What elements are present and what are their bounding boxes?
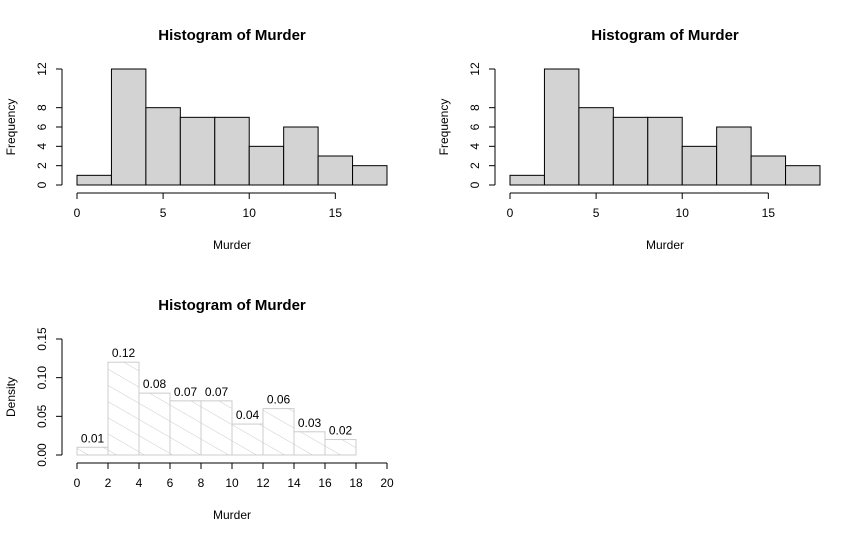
- x-tick-label: 0: [74, 206, 81, 220]
- histogram-bar: [107, 361, 140, 456]
- histogram-bar: [750, 155, 787, 186]
- x-tick-label: 10: [676, 206, 690, 220]
- y-tick-label: 12: [468, 62, 482, 76]
- x-tick-label: 0: [507, 206, 514, 220]
- bar-data-label: 0.01: [81, 431, 105, 445]
- x-tick-label: 10: [225, 476, 239, 490]
- y-tick-label: 0: [468, 181, 482, 188]
- histogram-2: 0 5 10 15 0 2 4 6 8 12 Histogram of Murder Murder Fr…: [437, 27, 821, 252]
- y-tick-label: 2: [468, 162, 482, 169]
- histogram-bar: [647, 116, 683, 186]
- x-tick-label: 16: [318, 476, 332, 490]
- x-axis-label: Murder: [646, 238, 684, 252]
- x-tick-label: 15: [762, 206, 776, 220]
- histogram-bar: [509, 174, 545, 186]
- histogram-bar: [324, 439, 357, 456]
- y-tick-label: 4: [35, 143, 49, 150]
- bar-data-label: 0.06: [267, 393, 291, 407]
- histogram-bar: [543, 68, 580, 186]
- x-axis-label: Murder: [213, 508, 251, 522]
- y-tick-label: 0: [35, 181, 49, 188]
- chart-title: Histogram of Murder: [158, 297, 306, 314]
- x-tick-label: 2: [105, 476, 112, 490]
- histogram-bar: [716, 126, 752, 186]
- histogram-bar: [145, 107, 181, 186]
- histogram-bar: [262, 408, 295, 456]
- histogram-bar: [612, 116, 649, 186]
- histogram-bar: [179, 116, 216, 186]
- y-axis-label: Frequency: [437, 99, 451, 156]
- bar-data-label: 0.12: [112, 346, 136, 360]
- histogram-3: 0.01 0.12 0.08 0.07 0.07 0.04 0.06 0.03 0.02 0 2 4 6…: [4, 297, 394, 522]
- histogram-bar: [352, 165, 388, 186]
- bar-data-label: 0.03: [298, 416, 322, 430]
- x-axis-label: Murder: [213, 238, 251, 252]
- y-tick-label: 4: [468, 143, 482, 150]
- bar-data-label: 0.02: [329, 424, 353, 438]
- histogram-bar: [283, 126, 319, 186]
- bar-data-label: 0.08: [143, 377, 167, 391]
- x-tick-label: 4: [136, 476, 143, 490]
- histogram-bar: [76, 446, 109, 456]
- histogram-bar: [169, 400, 202, 456]
- x-tick-label: 6: [167, 476, 174, 490]
- histogram-bar: [231, 423, 264, 456]
- x-tick-label: 18: [349, 476, 363, 490]
- y-tick-label: 0.15: [35, 327, 49, 351]
- x-tick-label: 5: [160, 206, 167, 220]
- y-axis-label: Frequency: [4, 99, 18, 156]
- y-tick-label: 0.05: [35, 404, 49, 428]
- histogram-bar: [785, 165, 821, 186]
- histogram-1: 0 5 10 15 0 2 4 6 8 12 Histogram of Murder Murder Fr…: [4, 27, 388, 252]
- y-tick-label: 0.00: [35, 443, 49, 467]
- y-tick-label: 8: [35, 104, 49, 111]
- histogram-bar: [214, 116, 250, 186]
- chart-title: Histogram of Murder: [591, 27, 739, 44]
- bar-data-label: 0.07: [205, 385, 229, 399]
- bar-data-label: 0.07: [174, 385, 198, 399]
- x-tick-label: 14: [287, 476, 301, 490]
- y-axis-label: Density: [4, 377, 18, 417]
- histogram-bar: [317, 155, 354, 186]
- x-tick-label: 12: [256, 476, 270, 490]
- bar-data-label: 0.04: [236, 408, 260, 422]
- y-tick-label: 12: [35, 62, 49, 76]
- x-tick-label: 0: [74, 476, 81, 490]
- chart-title: Histogram of Murder: [158, 27, 306, 44]
- histogram-bar: [76, 174, 112, 186]
- x-tick-label: 20: [380, 476, 394, 490]
- histogram-bar: [578, 107, 614, 186]
- y-tick-label: 8: [468, 104, 482, 111]
- y-tick-label: 2: [35, 162, 49, 169]
- x-tick-label: 15: [329, 206, 343, 220]
- histogram-bar: [248, 145, 285, 186]
- y-tick-label: 0.10: [35, 366, 49, 390]
- x-tick-label: 5: [593, 206, 600, 220]
- histogram-bar: [200, 400, 233, 456]
- y-tick-label: 6: [468, 123, 482, 130]
- x-tick-label: 8: [198, 476, 205, 490]
- histogram-bar: [293, 431, 326, 456]
- histogram-bar: [681, 145, 718, 186]
- histogram-bar: [138, 392, 171, 456]
- histogram-bar: [110, 68, 147, 186]
- x-tick-label: 10: [243, 206, 257, 220]
- y-tick-label: 6: [35, 123, 49, 130]
